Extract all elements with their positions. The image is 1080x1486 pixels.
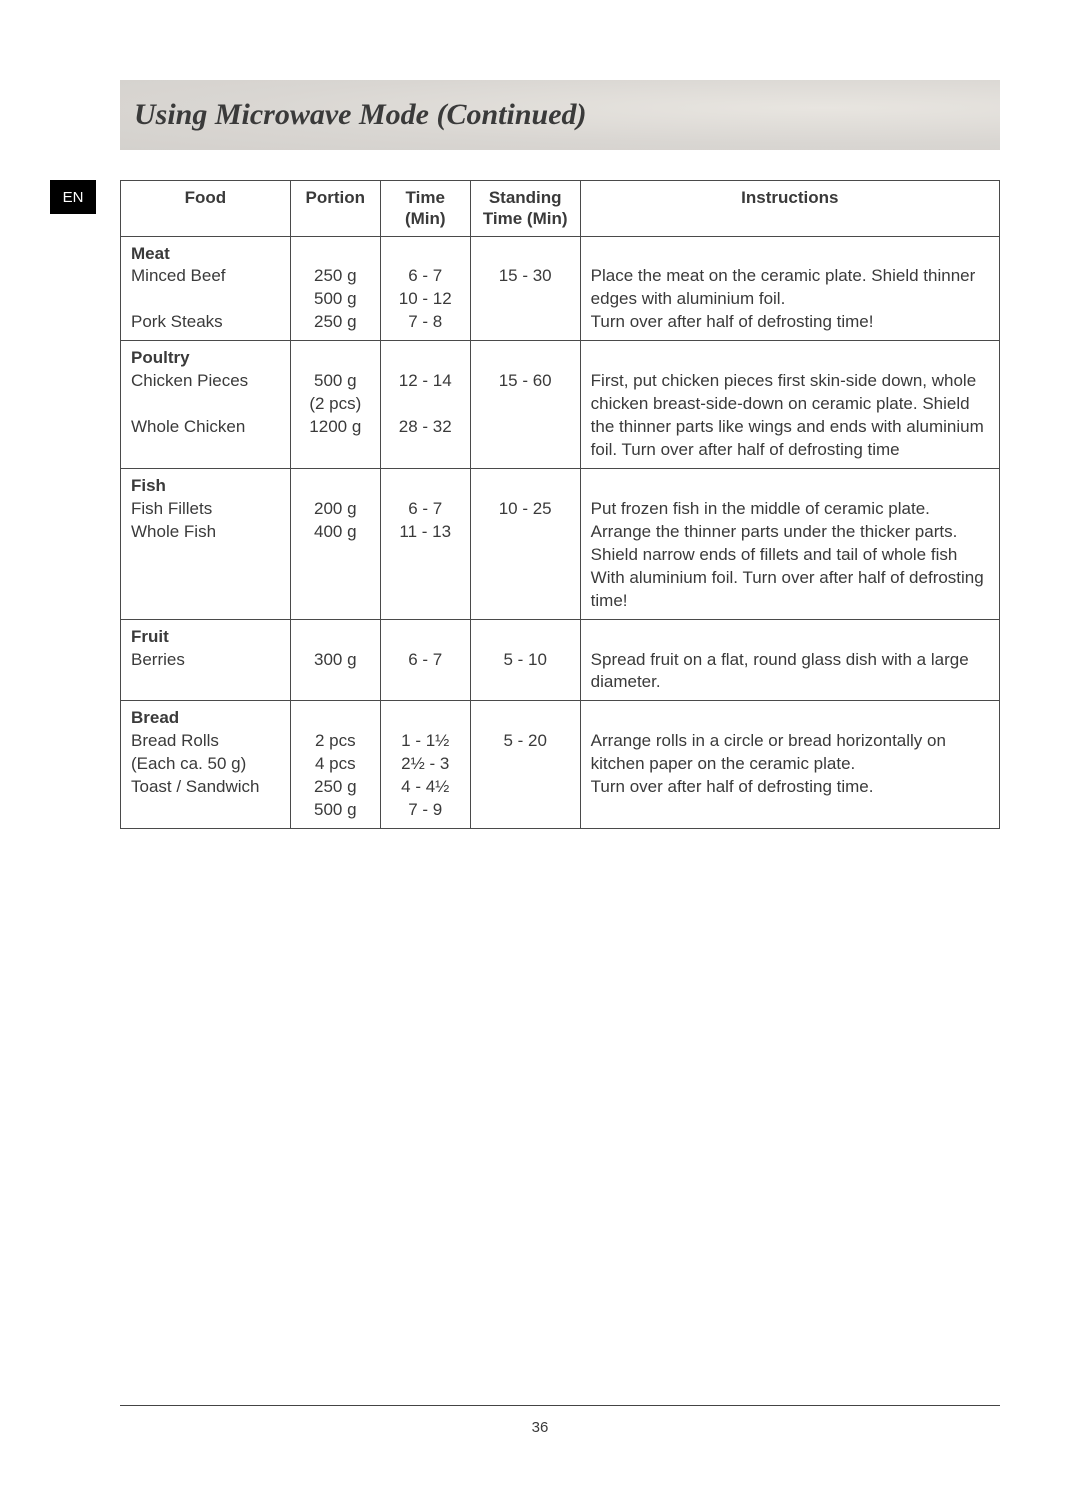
portion-value: 500 g bbox=[301, 799, 370, 822]
food-item bbox=[131, 288, 280, 311]
time-value: 7 - 8 bbox=[391, 311, 460, 334]
instructions-cell: Arrange rolls in a circle or bread horiz… bbox=[580, 701, 999, 829]
food-item: Fish Fillets bbox=[131, 498, 280, 521]
time-value: 4 - 4½ bbox=[391, 776, 460, 799]
portion-value: 300 g bbox=[301, 649, 370, 672]
time-value: 10 - 12 bbox=[391, 288, 460, 311]
instructions-text: Put frozen fish in the middle of ceramic… bbox=[591, 498, 989, 613]
section-title-bar: Using Microwave Mode (Continued) bbox=[120, 80, 1000, 150]
time-value: 6 - 7 bbox=[391, 649, 460, 672]
food-item: Chicken Pieces bbox=[131, 370, 280, 393]
instructions-text: Spread fruit on a flat, round glass dish… bbox=[591, 649, 989, 695]
food-item: Bread Rolls bbox=[131, 730, 280, 753]
table-row: MeatMinced Beef Pork Steaks 250 g500 g25… bbox=[121, 236, 1000, 341]
food-cell: FruitBerries bbox=[121, 619, 291, 701]
portion-value: 2 pcs bbox=[301, 730, 370, 753]
time-value: 7 - 9 bbox=[391, 799, 460, 822]
standing-cell: 15 - 30 bbox=[470, 236, 580, 341]
standing-cell: 10 - 25 bbox=[470, 468, 580, 619]
time-cell: 6 - 7 bbox=[380, 619, 470, 701]
time-cell: 1 - 1½2½ - 34 - 4½7 - 9 bbox=[380, 701, 470, 829]
food-category: Bread bbox=[131, 707, 280, 730]
food-category: Poultry bbox=[131, 347, 280, 370]
food-category: Fish bbox=[131, 475, 280, 498]
time-value: 6 - 7 bbox=[391, 498, 460, 521]
footer-rule bbox=[120, 1405, 1000, 1406]
portion-cell: 250 g500 g250 g bbox=[290, 236, 380, 341]
table-row: PoultryChicken Pieces Whole Chicken 500 … bbox=[121, 341, 1000, 469]
standing-cell: 5 - 10 bbox=[470, 619, 580, 701]
instructions-text: Turn over after half of defrosting time! bbox=[591, 311, 989, 334]
col-instructions: Instructions bbox=[580, 181, 999, 237]
portion-value: 400 g bbox=[301, 521, 370, 544]
food-item: Berries bbox=[131, 649, 280, 672]
table-row: FishFish FilletsWhole Fish 200 g400 g 6 … bbox=[121, 468, 1000, 619]
table-row: BreadBread Rolls(Each ca. 50 g)Toast / S… bbox=[121, 701, 1000, 829]
table-row: FruitBerries 300 g 6 - 7 5 - 10 Spread f… bbox=[121, 619, 1000, 701]
portion-cell: 300 g bbox=[290, 619, 380, 701]
time-value: 1 - 1½ bbox=[391, 730, 460, 753]
instructions-text: Arrange rolls in a circle or bread horiz… bbox=[591, 730, 989, 776]
portion-value: 250 g bbox=[301, 265, 370, 288]
portion-value: 250 g bbox=[301, 311, 370, 334]
table-header-row: Food Portion Time (Min) Standing Time (M… bbox=[121, 181, 1000, 237]
instructions-cell: Put frozen fish in the middle of ceramic… bbox=[580, 468, 999, 619]
standing-value: 5 - 20 bbox=[481, 730, 570, 753]
portion-value: 500 g bbox=[301, 288, 370, 311]
portion-value: 1200 g bbox=[301, 416, 370, 439]
food-item: Whole Chicken bbox=[131, 416, 280, 439]
portion-value: 250 g bbox=[301, 776, 370, 799]
food-item bbox=[131, 393, 280, 416]
standing-cell: 15 - 60 bbox=[470, 341, 580, 469]
time-value bbox=[391, 393, 460, 416]
standing-value: 15 - 60 bbox=[481, 370, 570, 393]
instructions-text: Turn over after half of defrosting time. bbox=[591, 776, 989, 799]
standing-value: 5 - 10 bbox=[481, 649, 570, 672]
food-item: Toast / Sandwich bbox=[131, 776, 280, 799]
food-item: Minced Beef bbox=[131, 265, 280, 288]
defrost-table: Food Portion Time (Min) Standing Time (M… bbox=[120, 180, 1000, 829]
portion-value: 500 g bbox=[301, 370, 370, 393]
time-value: 11 - 13 bbox=[391, 521, 460, 544]
food-category: Fruit bbox=[131, 626, 280, 649]
col-time: Time (Min) bbox=[380, 181, 470, 237]
page-number: 36 bbox=[0, 1419, 1080, 1436]
portion-cell: 200 g400 g bbox=[290, 468, 380, 619]
food-cell: FishFish FilletsWhole Fish bbox=[121, 468, 291, 619]
portion-cell: 500 g(2 pcs)1200 g bbox=[290, 341, 380, 469]
instructions-text: First, put chicken pieces first skin-sid… bbox=[591, 370, 989, 462]
instructions-cell: Place the meat on the ceramic plate. Shi… bbox=[580, 236, 999, 341]
food-item: Pork Steaks bbox=[131, 311, 280, 334]
time-value: 28 - 32 bbox=[391, 416, 460, 439]
manual-page: Using Microwave Mode (Continued) EN Food… bbox=[0, 0, 1080, 1486]
time-value: 12 - 14 bbox=[391, 370, 460, 393]
portion-value: 200 g bbox=[301, 498, 370, 521]
time-value: 2½ - 3 bbox=[391, 753, 460, 776]
time-cell: 6 - 711 - 13 bbox=[380, 468, 470, 619]
food-item: (Each ca. 50 g) bbox=[131, 753, 280, 776]
standing-value: 10 - 25 bbox=[481, 498, 570, 521]
content-row: EN Food Portion Time (Min) Sta bbox=[0, 180, 1080, 829]
language-tab: EN bbox=[50, 180, 96, 214]
portion-value: (2 pcs) bbox=[301, 393, 370, 416]
portion-value: 4 pcs bbox=[301, 753, 370, 776]
standing-value: 15 - 30 bbox=[481, 265, 570, 288]
standing-cell: 5 - 20 bbox=[470, 701, 580, 829]
portion-cell: 2 pcs4 pcs250 g500 g bbox=[290, 701, 380, 829]
section-title: Using Microwave Mode (Continued) bbox=[134, 98, 587, 132]
time-value: 6 - 7 bbox=[391, 265, 460, 288]
time-cell: 6 - 710 - 127 - 8 bbox=[380, 236, 470, 341]
time-cell: 12 - 14 28 - 32 bbox=[380, 341, 470, 469]
instructions-cell: First, put chicken pieces first skin-sid… bbox=[580, 341, 999, 469]
food-cell: PoultryChicken Pieces Whole Chicken bbox=[121, 341, 291, 469]
food-cell: BreadBread Rolls(Each ca. 50 g)Toast / S… bbox=[121, 701, 291, 829]
food-item: Whole Fish bbox=[131, 521, 280, 544]
col-standing: Standing Time (Min) bbox=[470, 181, 580, 237]
instructions-cell: Spread fruit on a flat, round glass dish… bbox=[580, 619, 999, 701]
col-portion: Portion bbox=[290, 181, 380, 237]
col-food: Food bbox=[121, 181, 291, 237]
food-category: Meat bbox=[131, 243, 280, 266]
instructions-text: Place the meat on the ceramic plate. Shi… bbox=[591, 265, 989, 311]
food-cell: MeatMinced Beef Pork Steaks bbox=[121, 236, 291, 341]
